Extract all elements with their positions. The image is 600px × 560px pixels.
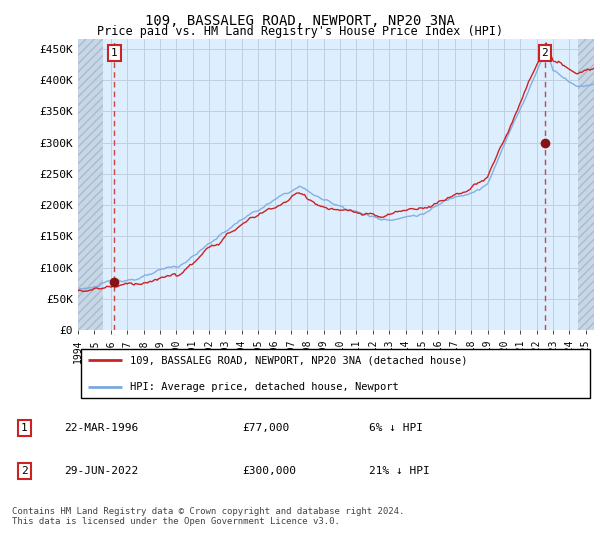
Bar	[78, 39, 103, 330]
Text: 2: 2	[20, 466, 28, 477]
Bar	[578, 39, 594, 330]
Text: 109, BASSALEG ROAD, NEWPORT, NP20 3NA (detached house): 109, BASSALEG ROAD, NEWPORT, NP20 3NA (d…	[130, 356, 467, 366]
Bar	[78, 39, 103, 330]
Text: HPI: Average price, detached house, Newport: HPI: Average price, detached house, Newp…	[130, 382, 398, 392]
Bar	[578, 39, 594, 330]
Text: 109, BASSALEG ROAD, NEWPORT, NP20 3NA: 109, BASSALEG ROAD, NEWPORT, NP20 3NA	[145, 14, 455, 28]
Text: 1: 1	[111, 48, 118, 58]
Text: 21% ↓ HPI: 21% ↓ HPI	[369, 466, 430, 477]
Text: 6% ↓ HPI: 6% ↓ HPI	[369, 423, 423, 433]
FancyBboxPatch shape	[80, 349, 590, 398]
Text: £300,000: £300,000	[242, 466, 296, 477]
Text: £77,000: £77,000	[242, 423, 290, 433]
Text: 2: 2	[541, 48, 548, 58]
Text: 1: 1	[20, 423, 28, 433]
Text: Price paid vs. HM Land Registry's House Price Index (HPI): Price paid vs. HM Land Registry's House …	[97, 25, 503, 38]
Text: Contains HM Land Registry data © Crown copyright and database right 2024.
This d: Contains HM Land Registry data © Crown c…	[12, 507, 404, 526]
Text: 22-MAR-1996: 22-MAR-1996	[64, 423, 138, 433]
Text: 29-JUN-2022: 29-JUN-2022	[64, 466, 138, 477]
